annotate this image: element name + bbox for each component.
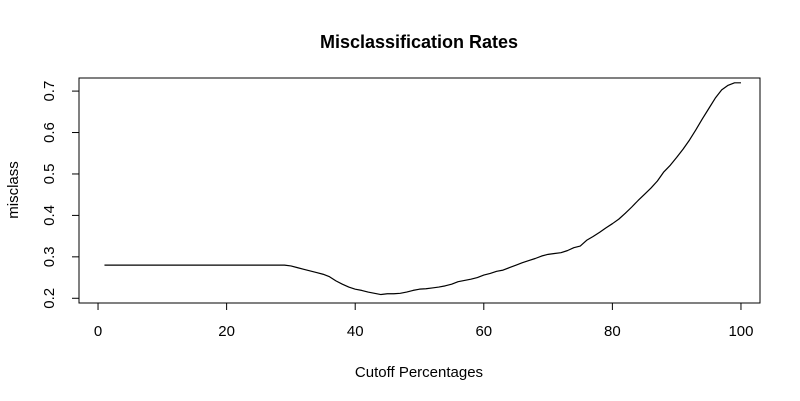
chart-title: Misclassification Rates <box>320 32 518 52</box>
x-axis: 0 20 40 60 80 100 <box>94 302 753 340</box>
x-tick-label: 40 <box>347 323 364 340</box>
y-tick-label: 0.2 <box>41 288 58 309</box>
y-tick-label: 0.7 <box>41 81 58 102</box>
y-tick-label: 0.5 <box>41 164 58 185</box>
x-tick-label: 0 <box>94 323 102 340</box>
series-layer <box>104 82 741 296</box>
x-tick-label: 20 <box>218 323 235 340</box>
x-tick-label: 60 <box>475 323 492 340</box>
y-axis: 0.2 0.3 0.4 0.5 0.6 0.7 <box>41 81 80 309</box>
y-tick-label: 0.4 <box>41 205 58 226</box>
x-tick-label: 100 <box>728 323 753 340</box>
x-tick-label: 80 <box>604 323 621 340</box>
x-axis-label: Cutoff Percentages <box>355 364 483 381</box>
series-line <box>104 82 741 296</box>
y-tick-label: 0.6 <box>41 122 58 143</box>
y-axis-label: misclass <box>5 161 22 219</box>
plot-frame <box>78 77 761 304</box>
y-tick-label: 0.3 <box>41 246 58 267</box>
